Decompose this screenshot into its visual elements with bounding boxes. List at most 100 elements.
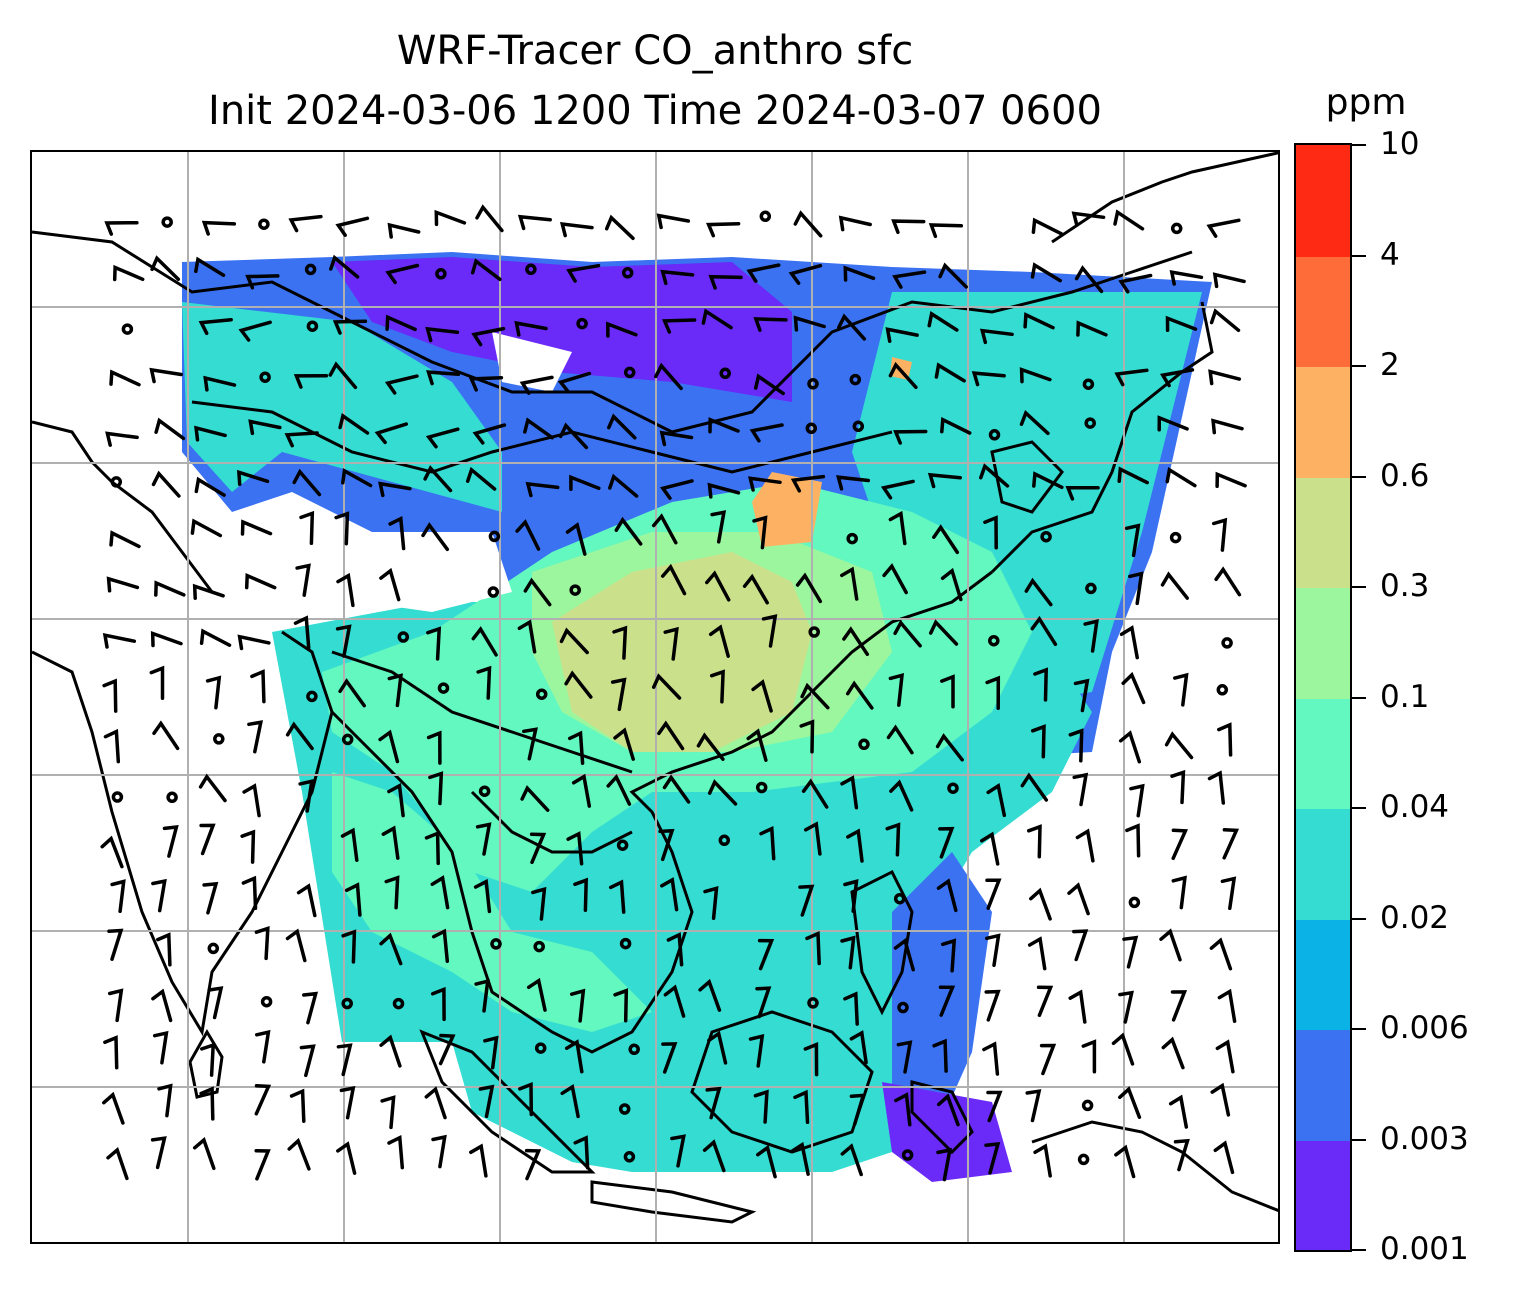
wind-barb (1171, 875, 1187, 910)
wind-barb (749, 423, 784, 443)
coastline-philippines (850, 869, 914, 1016)
field-gap-1 (362, 532, 512, 612)
wind-barb (670, 1134, 686, 1168)
wind-barb (285, 928, 307, 963)
wind-barb (288, 214, 323, 233)
wind-barb (296, 883, 317, 918)
wind-barb (1033, 667, 1049, 702)
wind-barb (840, 775, 859, 810)
wind-barb (379, 1034, 402, 1068)
wind-barb (154, 417, 186, 441)
wind-barb (980, 831, 1000, 866)
wind-barb (474, 978, 490, 1013)
colorbar-unit-label: ppm (1325, 82, 1407, 123)
wind-barb (661, 318, 697, 334)
wind-barb (517, 619, 537, 654)
calm-wind-circle (576, 317, 588, 330)
wind-barb (150, 1136, 167, 1170)
field-region-north-dark (332, 257, 792, 402)
wind-barb (287, 1137, 311, 1171)
wind-barb (886, 724, 914, 755)
wind-barb (565, 522, 587, 556)
colorbar-tick-label: 4 (1380, 236, 1400, 273)
wind-barb (803, 1042, 819, 1077)
wind-barb (698, 978, 722, 1012)
calm-wind-circle (161, 216, 173, 228)
wind-barb (659, 430, 694, 447)
wind-barb (207, 986, 224, 1020)
wind-barb (1164, 731, 1194, 760)
wind-barb (1076, 320, 1108, 337)
calm-wind-circle (1077, 1153, 1090, 1166)
wind-barb (928, 619, 959, 646)
calm-wind-circle (207, 942, 220, 955)
wind-barb (335, 216, 370, 237)
wind-barb (465, 466, 497, 491)
wind-barb (381, 825, 400, 860)
wind-barb (334, 511, 350, 546)
map-canvas (32, 152, 1278, 1242)
wind-barb (470, 258, 502, 282)
calm-wind-circle (852, 420, 865, 433)
wind-barb (742, 573, 769, 605)
wind-barb (102, 632, 137, 649)
calm-wind-circle (259, 371, 271, 383)
wind-barb (1065, 485, 1100, 501)
field-region-core (552, 552, 812, 752)
wind-barb (1072, 772, 1089, 807)
wind-barb (431, 1134, 447, 1169)
wind-barb (928, 223, 964, 239)
wind-barb (531, 886, 547, 921)
wind-barb (1071, 211, 1106, 227)
wind-barb (705, 570, 731, 602)
colorbar-tick (1352, 1028, 1366, 1030)
calm-wind-circle (623, 1151, 636, 1163)
wind-barb (569, 474, 601, 492)
wind-barb (892, 270, 927, 289)
colorbar (1294, 143, 1352, 1252)
wind-barb (709, 669, 725, 704)
wind-barb (1030, 262, 1062, 283)
wind-barb (608, 473, 639, 498)
wind-barb (421, 522, 450, 552)
wind-barb (1119, 625, 1139, 660)
wind-barb (564, 1039, 584, 1074)
wind-barb (203, 375, 237, 392)
wind-barb (430, 986, 446, 1022)
wind-barb (250, 669, 266, 704)
field-region-south-green (332, 772, 652, 1032)
wind-barb (984, 989, 1001, 1022)
calm-wind-circle (805, 422, 818, 435)
calm-wind-circle (988, 429, 1001, 441)
wind-barb (1020, 772, 1049, 802)
wind-barb (840, 566, 859, 601)
calm-wind-circle (306, 320, 319, 332)
coastline-sri-lanka (188, 1029, 224, 1099)
wind-barb (708, 274, 743, 290)
wind-barb (1036, 985, 1054, 1018)
wind-barb (1031, 217, 1064, 236)
colorbar-tick-label: 0.001 (1380, 1231, 1469, 1267)
wind-barb (888, 510, 907, 546)
wind-barb (1081, 1039, 1097, 1074)
wind-barb (483, 1035, 499, 1070)
wind-barb (1024, 577, 1053, 607)
wind-barb (1215, 1039, 1235, 1074)
wind-barb (1074, 265, 1104, 294)
wind-barb (983, 515, 998, 550)
wind-barb (378, 729, 400, 764)
colorbar-tick-label: 0.003 (1380, 1120, 1469, 1157)
wind-barb (845, 680, 874, 710)
wind-barb (151, 878, 167, 913)
coastline-korea (990, 440, 1064, 514)
wind-barb (336, 572, 355, 608)
wind-barb (985, 933, 1001, 968)
field-region-west (182, 302, 502, 512)
wind-barb (752, 515, 768, 550)
wind-barb (573, 877, 589, 912)
wind-barb (891, 219, 926, 235)
wind-barb (888, 361, 918, 390)
wind-barb (660, 269, 695, 286)
wind-barb (289, 1088, 306, 1123)
wind-barb (201, 220, 237, 236)
